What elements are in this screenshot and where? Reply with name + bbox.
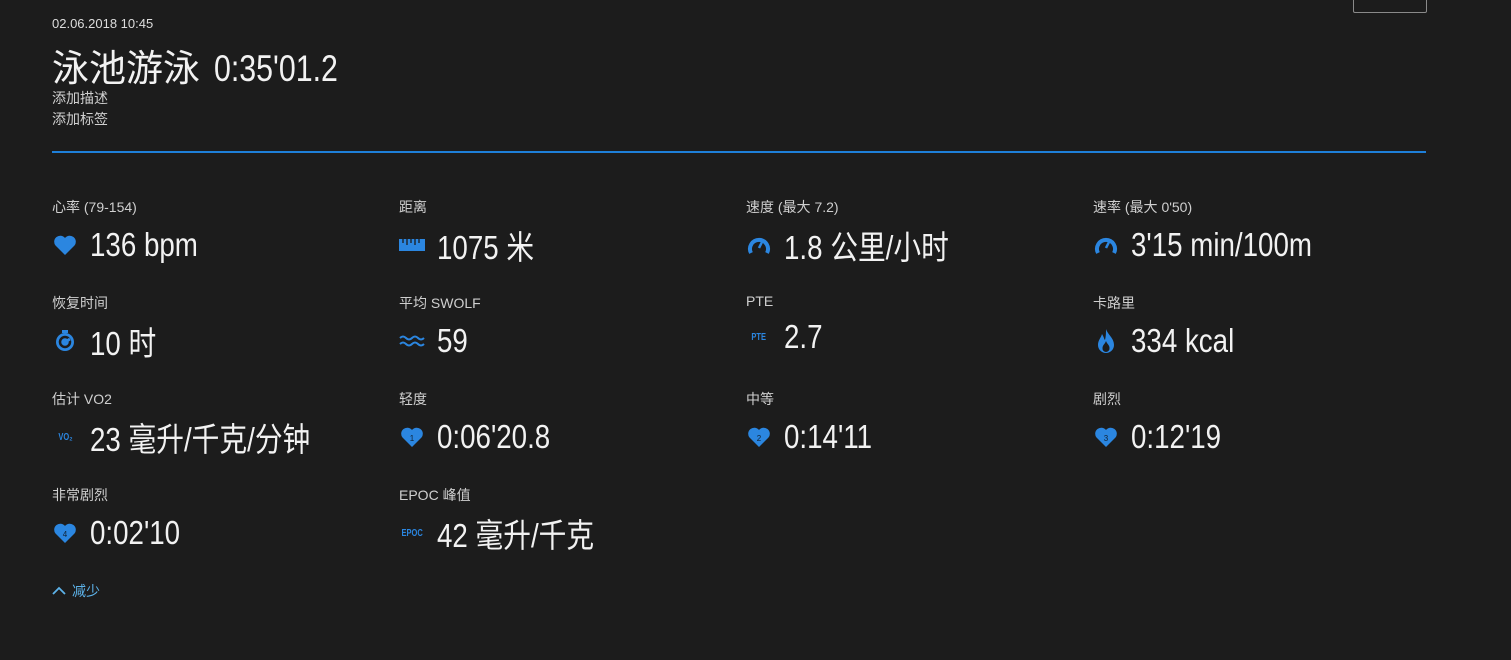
show-less-label: 减少 [72, 583, 100, 599]
stat-value: 0:02'10 [90, 514, 181, 551]
stat-heart-zone-2: 中等 2 0:14'11 [746, 389, 1086, 455]
waves-icon [399, 328, 425, 354]
stat-value: 10 时 [90, 325, 157, 362]
recovery-timer-icon [52, 328, 78, 354]
stat-value: 1075 米 [437, 229, 535, 266]
heart-zone-3-icon: 3 [1093, 424, 1119, 450]
heart-icon [52, 232, 78, 258]
stat-value: 42 毫升/千克 [437, 517, 595, 554]
vo2-icon: VO₂ [52, 424, 78, 450]
stat-speedometer: 速度 (最大 7.2) 1.8 公里/小时 [746, 197, 1086, 266]
stat-label: 非常剧烈 [52, 487, 108, 503]
ruler-icon [399, 232, 425, 258]
speedometer-icon [1093, 232, 1119, 258]
activity-date: 02.06.2018 10:45 [52, 16, 154, 31]
stat-heart-zone-3: 剧烈 3 0:12'19 [1093, 389, 1433, 455]
stat-heart-zone-4: 非常剧烈 4 0:02'10 [52, 485, 392, 551]
stat-value: 2.7 [784, 318, 823, 355]
stat-value: 0:14'11 [784, 418, 873, 455]
stat-value: 23 毫升/千克/分钟 [90, 421, 311, 458]
stat-label: EPOC 峰值 [399, 487, 471, 503]
stat-value: 136 bpm [90, 226, 198, 263]
heart-zone-1-icon: 1 [399, 424, 425, 450]
stat-value: 1.8 公里/小时 [784, 229, 949, 266]
stat-epoc: EPOC 峰值 EPOC 42 毫升/千克 [399, 485, 739, 554]
stat-vo2: 估计 VO2 VO₂ 23 毫升/千克/分钟 [52, 389, 392, 458]
speedometer-icon [746, 232, 772, 258]
stat-label: 心率 (79-154) [52, 199, 137, 215]
stat-label: 速率 (最大 0'50) [1093, 199, 1193, 215]
epoc-icon: EPOC [399, 520, 425, 546]
activity-duration: 0:35'01.2 [214, 48, 338, 89]
pte-icon-label: PTE [751, 331, 767, 343]
stat-heart: 心率 (79-154) 136 bpm [52, 197, 392, 263]
pte-icon: PTE [746, 324, 772, 350]
stat-label: 平均 SWOLF [399, 295, 481, 311]
heart-zone-2-icon: 2 [746, 424, 772, 450]
stat-ruler: 距离 1075 米 [399, 197, 739, 266]
svg-text:2: 2 [757, 434, 762, 443]
divider [52, 151, 1426, 153]
stat-label: 速度 (最大 7.2) [746, 199, 839, 215]
stat-value: 0:12'19 [1131, 418, 1222, 455]
flame-icon [1093, 328, 1119, 354]
stat-label: 剧烈 [1093, 391, 1121, 407]
stat-label: 估计 VO2 [52, 391, 112, 407]
stat-label: 距离 [399, 199, 427, 215]
svg-text:4: 4 [63, 530, 68, 539]
page-title: 泳池游泳 0:35'01.2 [52, 38, 365, 92]
activity-type: 泳池游泳 [52, 48, 200, 89]
stat-label: 中等 [746, 391, 774, 407]
stat-flame: 卡路里 334 kcal [1093, 293, 1433, 359]
stat-speedometer: 速率 (最大 0'50) 3'15 min/100m [1093, 197, 1433, 263]
stat-label: 恢复时间 [52, 295, 108, 311]
stat-value: 59 [437, 322, 468, 359]
svg-text:1: 1 [410, 434, 415, 443]
add-description-link[interactable]: 添加描述 [52, 90, 108, 106]
stat-label: 卡路里 [1093, 295, 1135, 311]
stat-value: 0:06'20.8 [437, 418, 551, 455]
vo2-icon-label: VO₂ [57, 431, 73, 443]
stat-heart-zone-1: 轻度 1 0:06'20.8 [399, 389, 739, 455]
svg-text:3: 3 [1104, 434, 1109, 443]
stat-label: PTE [746, 293, 774, 309]
chevron-up-icon [52, 586, 66, 595]
stat-label: 轻度 [399, 391, 427, 407]
stat-pte: PTE PTE 2.7 [746, 293, 1086, 355]
stat-value: 334 kcal [1131, 322, 1235, 359]
stat-recovery-timer: 恢复时间 10 时 [52, 293, 392, 362]
show-less-button[interactable]: 减少 [52, 581, 100, 601]
add-tags-link[interactable]: 添加标签 [52, 111, 108, 127]
epoc-icon-label: EPOC [401, 527, 423, 539]
heart-zone-4-icon: 4 [52, 520, 78, 546]
top-right-button[interactable] [1353, 0, 1427, 13]
stat-waves: 平均 SWOLF 59 [399, 293, 739, 359]
stat-value: 3'15 min/100m [1131, 226, 1312, 263]
